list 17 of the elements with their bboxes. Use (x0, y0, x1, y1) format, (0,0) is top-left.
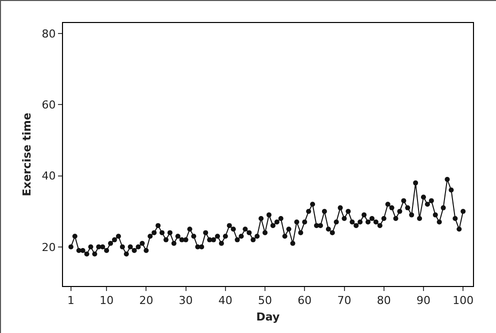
x-tick-label: 20 (139, 294, 154, 308)
x-tick-label: 1 (67, 294, 74, 308)
x-tick-label: 10 (100, 294, 114, 308)
y-tick-label: 60 (42, 98, 56, 112)
y-tick-label: 20 (42, 240, 56, 254)
x-tick-label: 40 (218, 294, 232, 308)
x-tick-label: 70 (337, 294, 352, 308)
x-tick-label: 80 (376, 294, 391, 308)
x-tick-label: 100 (452, 294, 474, 308)
x-tick-label: 90 (416, 294, 430, 308)
y-tick-label: 40 (42, 170, 56, 183)
y-axis-title: Exercise time (20, 112, 34, 196)
x-tick-label: 30 (178, 294, 193, 308)
x-tick-label: 60 (298, 294, 312, 308)
x-axis-title: Day (256, 310, 280, 324)
y-tick-label: 80 (42, 28, 56, 41)
x-tick-label: 50 (258, 294, 272, 308)
